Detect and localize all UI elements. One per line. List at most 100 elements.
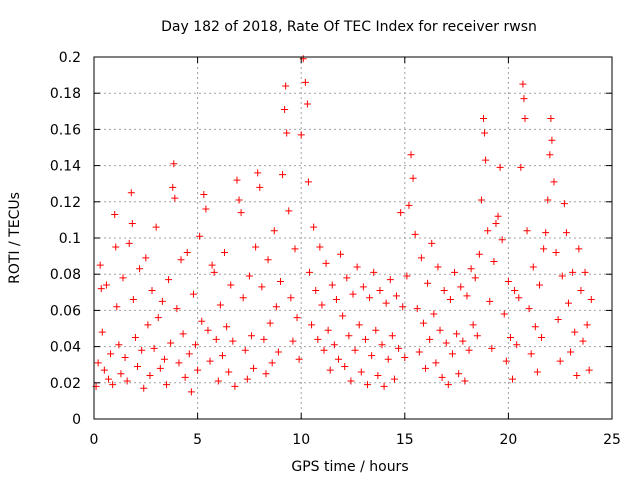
data-point: [245, 272, 253, 280]
data-point: [107, 350, 115, 358]
data-point: [282, 82, 290, 90]
data-point: [492, 220, 500, 228]
data-point: [326, 366, 334, 374]
data-point: [330, 341, 338, 349]
data-point: [156, 364, 164, 372]
data-point: [125, 239, 133, 247]
y-tick-label: 0.06: [50, 303, 81, 319]
data-point: [183, 248, 191, 256]
data-point: [189, 290, 197, 298]
data-point: [515, 294, 523, 302]
data-point: [401, 353, 409, 361]
data-point: [167, 339, 175, 347]
data-point: [351, 346, 359, 354]
data-point: [175, 359, 183, 367]
data-point: [426, 335, 434, 343]
data-point: [252, 243, 260, 251]
data-point: [527, 350, 535, 358]
data-point: [301, 78, 309, 86]
data-point: [500, 310, 508, 318]
data-point: [250, 364, 258, 372]
data-point: [484, 227, 492, 235]
data-point: [266, 319, 274, 327]
y-tick-label: 0.04: [50, 340, 81, 356]
data-point: [281, 105, 289, 113]
data-point: [334, 355, 342, 363]
data-point: [585, 366, 593, 374]
data-point: [366, 294, 374, 302]
data-point: [469, 321, 477, 329]
data-point: [395, 344, 403, 352]
data-point: [380, 382, 388, 390]
data-point: [218, 352, 226, 360]
data-point: [134, 363, 142, 371]
data-point: [150, 344, 158, 352]
data-point: [540, 245, 548, 253]
data-point: [115, 341, 123, 349]
x-tick-label: 15: [396, 432, 414, 448]
y-tick-label: 0: [72, 412, 81, 428]
data-point: [403, 272, 411, 280]
data-point: [173, 305, 181, 313]
data-point: [461, 377, 469, 385]
y-tick-label: 0.08: [50, 267, 81, 283]
data-point: [390, 375, 398, 383]
data-point: [511, 286, 519, 294]
data-point: [376, 286, 384, 294]
data-point: [229, 337, 237, 345]
data-point: [397, 209, 405, 217]
data-point: [459, 337, 467, 345]
data-point: [442, 339, 450, 347]
data-point: [320, 346, 328, 354]
data-point: [529, 263, 537, 271]
data-point: [283, 129, 291, 137]
data-point: [221, 248, 229, 256]
data-point: [475, 250, 483, 258]
data-point: [440, 286, 448, 294]
data-point: [239, 294, 247, 302]
data-point: [243, 375, 251, 383]
data-point: [254, 169, 262, 177]
data-point: [506, 334, 514, 342]
data-point: [274, 348, 282, 356]
data-point: [304, 178, 312, 186]
data-point: [308, 321, 316, 329]
data-point: [353, 263, 361, 271]
data-point: [583, 321, 591, 329]
data-point: [127, 189, 135, 197]
data-point: [509, 375, 517, 383]
data-point: [142, 254, 150, 262]
chart-title: Day 182 of 2018, Rate Of TEC Index for r…: [161, 19, 537, 35]
data-point: [262, 370, 270, 378]
data-point: [386, 276, 394, 284]
data-point: [573, 372, 581, 380]
y-tick-label: 0.02: [50, 376, 81, 392]
y-tick-label: 0.12: [50, 195, 81, 211]
data-point: [364, 381, 372, 389]
data-point: [535, 281, 543, 289]
data-point: [419, 319, 427, 327]
data-point: [297, 131, 305, 139]
data-point: [216, 301, 224, 309]
data-point: [285, 207, 293, 215]
x-tick-label: 10: [292, 432, 310, 448]
data-point: [513, 341, 521, 349]
y-tick-label: 0.1: [59, 231, 81, 247]
data-point: [523, 227, 531, 235]
data-point: [430, 310, 438, 318]
data-point: [169, 183, 177, 191]
data-point: [279, 171, 287, 179]
y-tick-label: 0.18: [50, 86, 81, 102]
data-point: [465, 346, 473, 354]
data-point: [411, 230, 419, 238]
data-point: [181, 373, 189, 381]
data-point: [370, 268, 378, 276]
data-point: [171, 194, 179, 202]
data-point: [554, 315, 562, 323]
data-point: [268, 359, 276, 367]
data-point: [567, 348, 575, 356]
data-point: [504, 277, 512, 285]
data-point: [473, 332, 481, 340]
data-point: [542, 229, 550, 237]
